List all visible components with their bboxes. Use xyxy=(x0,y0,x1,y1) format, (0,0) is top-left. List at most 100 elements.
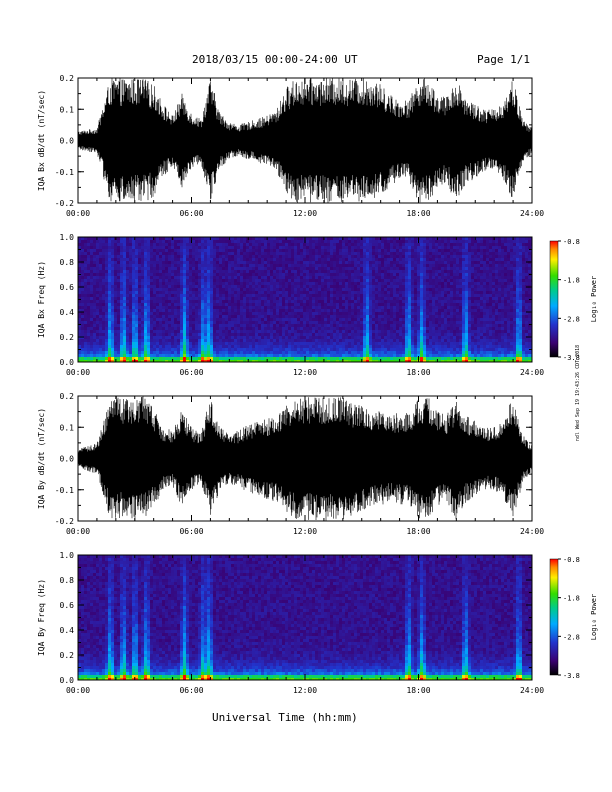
spectrogram-cell xyxy=(345,333,348,336)
spectrogram-cell xyxy=(354,351,357,354)
spectrogram-cell xyxy=(156,240,159,243)
spectrogram-cell xyxy=(171,240,174,243)
spectrogram-cell xyxy=(330,237,333,240)
spectrogram-cell xyxy=(270,330,273,333)
spectrogram-cell xyxy=(315,270,318,273)
spectrogram-cell xyxy=(294,321,297,324)
spectrogram-cell xyxy=(405,303,408,306)
spectrogram-cell xyxy=(279,351,282,354)
spectrogram-cell xyxy=(210,336,213,339)
spectrogram-cell xyxy=(156,267,159,270)
spectrogram-cell xyxy=(90,279,93,282)
spectrogram-cell xyxy=(231,267,234,270)
spectrogram-cell xyxy=(324,285,327,288)
spectrogram-cell xyxy=(303,255,306,258)
spectrogram-cell xyxy=(198,264,201,267)
spectrogram-cell xyxy=(78,246,81,249)
spectrogram-cell xyxy=(117,261,120,264)
spectrogram-cell xyxy=(267,288,270,291)
spectrogram-cell xyxy=(234,333,237,336)
spectrogram-cell xyxy=(291,351,294,354)
spectrogram-cell xyxy=(90,300,93,303)
spectrogram-cell xyxy=(117,246,120,249)
spectrogram-cell xyxy=(144,246,147,249)
spectrogram-cell xyxy=(141,282,144,285)
spectrogram-cell xyxy=(375,252,378,255)
spectrogram-cell xyxy=(366,291,369,294)
spectrogram-cell xyxy=(183,321,186,324)
spectrogram-cell xyxy=(318,237,321,240)
spectrogram-cell xyxy=(156,309,159,312)
spectrogram-cell xyxy=(282,255,285,258)
spectrogram-cell xyxy=(138,288,141,291)
spectrogram-cell xyxy=(126,318,129,321)
spectrogram-cell xyxy=(423,306,426,309)
spectrogram-cell xyxy=(297,261,300,264)
spectrogram-cell xyxy=(423,309,426,312)
spectrogram-cell xyxy=(315,282,318,285)
spectrogram-cell xyxy=(420,294,423,297)
spectrogram-cell xyxy=(354,309,357,312)
spectrogram-cell xyxy=(198,291,201,294)
spectrogram-cell xyxy=(279,330,282,333)
spectrogram-cell xyxy=(105,270,108,273)
spectrogram-cell xyxy=(393,324,396,327)
spectrogram-cell xyxy=(201,282,204,285)
spectrogram-cell xyxy=(120,327,123,330)
spectrogram-cell xyxy=(159,339,162,342)
spectrogram-cell xyxy=(189,354,192,357)
spectrogram-cell xyxy=(234,237,237,240)
spectrogram-cell xyxy=(255,288,258,291)
spectrogram-cell xyxy=(177,249,180,252)
spectrogram-cell xyxy=(159,261,162,264)
spectrogram-cell xyxy=(207,255,210,258)
spectrogram-cell xyxy=(192,330,195,333)
spectrogram-cell xyxy=(141,237,144,240)
spectrogram-cell xyxy=(264,279,267,282)
spectrogram-cell xyxy=(279,354,282,357)
spectrogram-cell xyxy=(171,273,174,276)
spectrogram-cell xyxy=(252,351,255,354)
spectrogram-cell xyxy=(330,270,333,273)
spectrogram-cell xyxy=(135,273,138,276)
spectrogram-cell xyxy=(378,333,381,336)
spectrogram-cell xyxy=(141,324,144,327)
spectrogram-cell xyxy=(327,237,330,240)
spectrogram-cell xyxy=(144,342,147,345)
spectrogram-cell xyxy=(273,342,276,345)
spectrogram-cell xyxy=(276,243,279,246)
spectrogram-cell xyxy=(87,291,90,294)
spectrogram-cell xyxy=(279,276,282,279)
spectrogram-cell xyxy=(357,336,360,339)
spectrogram-cell xyxy=(333,255,336,258)
spectrogram-cell xyxy=(315,315,318,318)
spectrogram-cell xyxy=(126,330,129,333)
spectrogram-cell xyxy=(222,342,225,345)
spectrogram-cell xyxy=(234,315,237,318)
spectrogram-cell xyxy=(393,339,396,342)
spectrogram-cell xyxy=(228,264,231,267)
spectrogram-cell xyxy=(87,288,90,291)
spectrogram-cell xyxy=(210,318,213,321)
spectrogram-cell xyxy=(297,315,300,318)
spectrogram-cell xyxy=(168,246,171,249)
spectrogram-cell xyxy=(93,279,96,282)
spectrogram-cell xyxy=(117,336,120,339)
spectrogram-cell xyxy=(408,270,411,273)
spectrogram-cell xyxy=(87,345,90,348)
spectrogram-cell xyxy=(174,357,177,360)
spectrogram-cell xyxy=(348,276,351,279)
spectrogram-cell xyxy=(123,354,126,357)
spectrogram-cell xyxy=(261,357,264,360)
spectrogram-cell xyxy=(252,303,255,306)
spectrogram-cell xyxy=(234,264,237,267)
spectrogram-cell xyxy=(198,333,201,336)
spectrogram-cell xyxy=(228,339,231,342)
spectrogram-cell xyxy=(219,237,222,240)
spectrogram-cell xyxy=(108,360,111,362)
spectrogram-cell xyxy=(156,297,159,300)
spectrogram-cell xyxy=(351,300,354,303)
spectrogram-cell xyxy=(327,315,330,318)
spectrogram-cell xyxy=(252,333,255,336)
